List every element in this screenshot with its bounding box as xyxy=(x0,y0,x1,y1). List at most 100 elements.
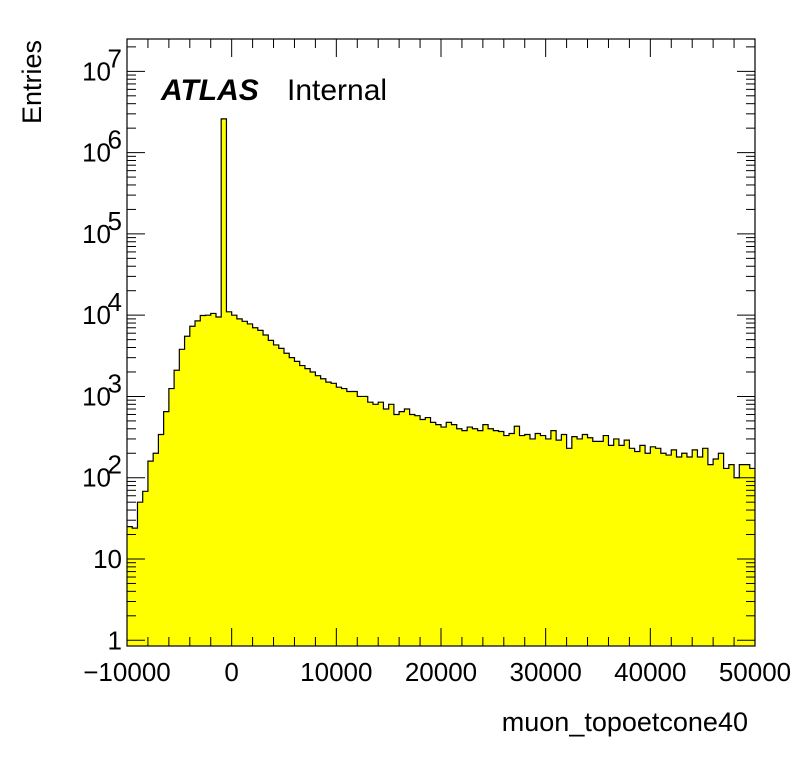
y-tick-label: 10 xyxy=(82,300,111,330)
y-tick-label: 10 xyxy=(82,219,111,249)
histogram-bar xyxy=(577,438,583,646)
histogram-bar xyxy=(200,315,206,646)
y-tick-exponent: 5 xyxy=(108,206,122,236)
histogram-bar xyxy=(184,336,191,646)
histogram-bar xyxy=(409,414,416,646)
histogram-bar xyxy=(545,438,552,646)
histogram-bar xyxy=(153,453,159,646)
y-tick-label: 1 xyxy=(108,625,122,655)
histogram-bar xyxy=(315,375,322,646)
histogram-bars xyxy=(127,118,756,647)
x-tick-labels: −10000 0 10000 20000 30000 40000 50000 xyxy=(83,657,791,687)
histogram-bar xyxy=(723,468,730,646)
histogram-bar xyxy=(728,464,735,646)
histogram-bar xyxy=(278,348,285,646)
histogram-bar xyxy=(163,411,170,646)
histogram-bar xyxy=(425,417,431,646)
histogram-bar xyxy=(556,440,562,646)
histogram-bar xyxy=(634,451,641,646)
histogram-bar xyxy=(467,427,473,646)
histogram-bar xyxy=(493,430,499,646)
plot-frame xyxy=(126,38,756,647)
histogram-bar xyxy=(681,453,688,646)
histogram-bar xyxy=(404,409,410,646)
histogram-bar xyxy=(352,391,358,646)
histogram-bar xyxy=(529,438,536,646)
histogram-bar xyxy=(477,430,484,646)
histogram-bar xyxy=(540,435,547,646)
histogram-bar xyxy=(598,441,604,646)
histogram-bar xyxy=(608,445,615,646)
y-tick-exponent: 6 xyxy=(108,125,122,155)
histogram-bar xyxy=(686,456,693,646)
histogram-bar xyxy=(430,422,437,646)
histogram-bar xyxy=(346,391,353,646)
histogram-bar xyxy=(273,344,280,646)
y-tick-exponent: 2 xyxy=(108,450,122,480)
y-tick-exponent: 4 xyxy=(108,287,122,317)
histogram-bar xyxy=(692,449,698,646)
histogram-bar xyxy=(571,436,578,646)
histogram-bar xyxy=(399,411,405,646)
histogram-bar xyxy=(514,426,520,646)
histogram-bar xyxy=(221,118,227,647)
histogram-bar xyxy=(210,313,217,646)
histogram-bar xyxy=(498,431,505,646)
histogram-bar xyxy=(388,404,395,646)
histogram-bar xyxy=(127,526,133,646)
histogram-bar xyxy=(284,353,290,646)
histogram-bar xyxy=(242,321,248,646)
histogram-bar xyxy=(189,326,196,646)
histogram-bar xyxy=(372,404,379,646)
histogram-bar xyxy=(650,446,656,646)
axis-ticks xyxy=(126,39,756,646)
y-tick-label: 10 xyxy=(82,381,111,411)
histogram-bar xyxy=(461,430,468,646)
histogram-bar xyxy=(535,433,541,646)
histogram-bar xyxy=(168,388,175,646)
histogram-bar xyxy=(660,453,667,646)
histogram-bar xyxy=(655,448,662,646)
histogram-bar xyxy=(357,396,363,646)
histogram-bar xyxy=(247,323,253,646)
histogram-bar xyxy=(268,340,274,646)
histogram-bar xyxy=(734,477,740,646)
histogram-bar xyxy=(603,435,609,646)
histogram-bar xyxy=(456,428,463,646)
histogram-bar xyxy=(697,456,704,646)
histogram-bar xyxy=(509,433,515,646)
histogram-bar xyxy=(629,448,636,646)
histogram-bar xyxy=(257,330,264,646)
internal-label: Internal xyxy=(287,74,387,107)
histogram-bar xyxy=(503,435,510,646)
y-tick-label: 10 xyxy=(82,56,111,86)
histogram-bar xyxy=(702,448,709,646)
y-tick-label: 10 xyxy=(82,138,111,168)
histogram-bar xyxy=(613,438,620,646)
histogram-bar xyxy=(666,455,672,646)
histogram-bar xyxy=(414,415,421,646)
x-tick-label: 20000 xyxy=(405,657,477,687)
histogram-bar xyxy=(587,437,594,646)
histogram-bar xyxy=(158,434,165,646)
histogram-bar xyxy=(205,315,212,646)
histogram-bar xyxy=(325,382,332,646)
histogram-bar xyxy=(215,316,222,646)
histogram-bar xyxy=(744,464,751,646)
histogram-bar xyxy=(519,435,526,646)
y-tick-label: 10 xyxy=(93,544,122,574)
histogram-bar xyxy=(566,448,573,646)
x-axis-title: muon_topoetcone40 xyxy=(502,707,748,737)
histogram-bar xyxy=(707,464,714,646)
histogram-bar xyxy=(383,409,390,646)
histogram-bar xyxy=(289,357,295,646)
histogram-bar xyxy=(147,461,154,646)
x-tick-label: 10000 xyxy=(300,657,372,687)
y-tick-label: 10 xyxy=(82,463,111,493)
histogram-bar xyxy=(420,419,426,646)
histogram-bar xyxy=(582,434,588,646)
histogram-bar xyxy=(713,458,719,646)
histogram-bar xyxy=(137,502,144,646)
